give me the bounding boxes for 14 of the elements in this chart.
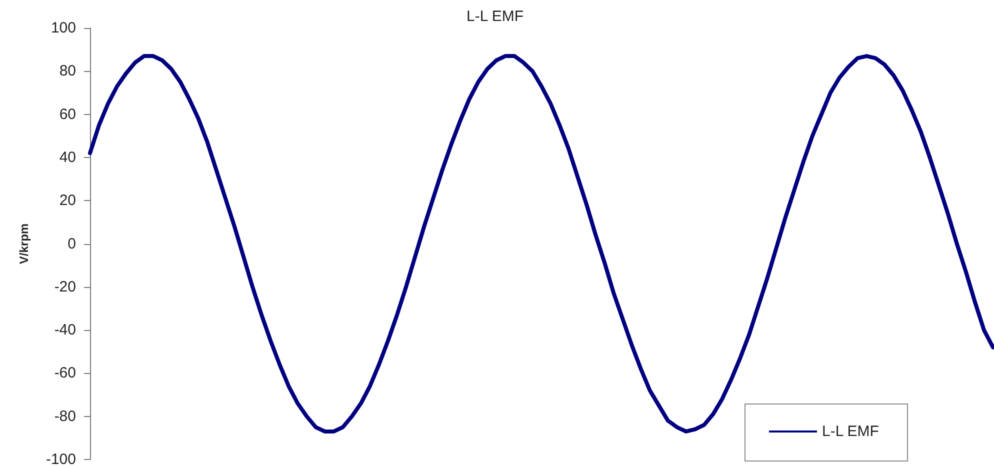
- y-tick-label: -20: [54, 278, 76, 296]
- y-tick-label: 20: [59, 192, 76, 210]
- y-tick-label: -40: [54, 322, 76, 339]
- y-tick-label: 80: [59, 62, 76, 80]
- y-tick-label: 40: [59, 148, 76, 166]
- y-tick-label: 60: [59, 106, 76, 123]
- chart-title: L-L EMF: [466, 8, 524, 25]
- legend-label: L-L EMF: [822, 423, 879, 440]
- y-tick-label: -100: [46, 451, 76, 467]
- y-tick-label: -60: [54, 364, 76, 382]
- y-axis-title: V/krpm: [17, 223, 31, 264]
- y-tick-label: 100: [50, 20, 76, 36]
- y-tick-label: -80: [54, 408, 76, 425]
- y-tick-label: 0: [68, 235, 76, 252]
